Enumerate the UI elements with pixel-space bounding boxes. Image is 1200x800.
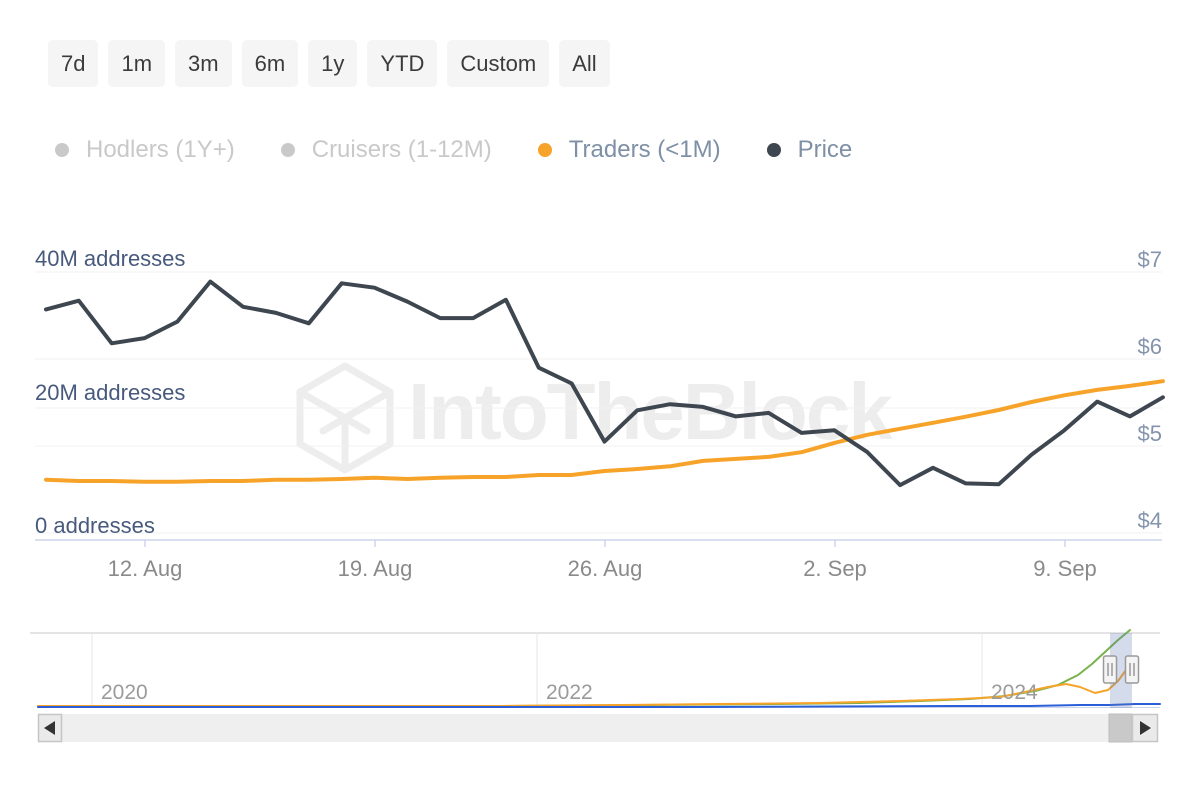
legend-item-price[interactable]: Price	[766, 136, 853, 164]
x-axis-label-26aug: 26. Aug	[567, 556, 643, 581]
legend-item-cruisers[interactable]: Cruisers (1-12M)	[280, 136, 492, 164]
y-axis-label-20m: 20M addresses	[35, 380, 186, 405]
scrollbar-track[interactable]	[38, 714, 1132, 742]
legend-dot	[537, 143, 552, 157]
x-axis-label-2sep: 2. Sep	[803, 556, 867, 581]
nav-line-price	[37, 703, 1161, 708]
price-axis-label-5: $5	[1137, 421, 1162, 446]
range-button-1m[interactable]: 1m	[108, 40, 166, 87]
nav-line-traders	[37, 660, 1133, 707]
range-selector: 7d 1m 3m 6m 1y YTD Custom All	[48, 40, 610, 87]
range-button-7d[interactable]: 7d	[48, 40, 99, 87]
x-axis-label-19aug: 19. Aug	[337, 556, 413, 581]
price-axis-label-7: $7	[1137, 247, 1162, 272]
range-button-all[interactable]: All	[559, 40, 610, 87]
range-button-ytd[interactable]: YTD	[367, 40, 438, 87]
legend-label: Price	[797, 136, 853, 163]
x-axis-label-9sep: 9. Sep	[1033, 556, 1097, 581]
legend-label: Cruisers (1-12M)	[311, 136, 492, 163]
legend-label: Hodlers (1Y+)	[86, 136, 235, 163]
nav-year-2022: 2022	[546, 681, 593, 704]
navigator-handle-right[interactable]	[1124, 655, 1140, 684]
right-arrow-icon	[1140, 721, 1151, 735]
y-axis-label-40m: 40M addresses	[35, 246, 186, 271]
navigator-handle-left[interactable]	[1102, 655, 1118, 684]
horizontal-scrollbar[interactable]	[37, 713, 1159, 743]
legend-dot	[280, 143, 295, 157]
range-button-custom[interactable]: Custom	[447, 40, 550, 87]
price-line	[44, 279, 1165, 488]
nav-year-2020: 2020	[101, 681, 148, 704]
legend-label: Traders (<1M)	[568, 136, 721, 163]
gridlines	[35, 271, 1162, 534]
range-button-6m[interactable]: 6m	[241, 40, 299, 87]
intotheblock-logo-icon	[296, 362, 394, 474]
watermark: IntoTheBlock	[408, 367, 893, 456]
legend: Hodlers (1Y+) Cruisers (1-12M) Traders (…	[55, 136, 852, 164]
price-axis-label-6: $6	[1137, 334, 1162, 359]
left-arrow-icon	[44, 721, 55, 735]
navigator-selected-range[interactable]	[1110, 633, 1132, 708]
price-axis-label-4: $4	[1137, 508, 1162, 533]
legend-item-hodlers[interactable]: Hodlers (1Y+)	[55, 136, 235, 164]
y-axis-label-0: 0 addresses	[35, 513, 155, 538]
x-axis-label-12aug: 12. Aug	[107, 556, 183, 581]
scrollbar-thumb[interactable]	[1108, 713, 1133, 743]
legend-dot	[55, 143, 69, 157]
range-button-3m[interactable]: 3m	[175, 40, 232, 87]
legend-item-traders[interactable]: Traders (<1M)	[537, 136, 721, 164]
x-axis	[35, 539, 1162, 547]
navigator	[30, 629, 1161, 708]
scroll-left-button[interactable]	[37, 713, 63, 743]
scroll-right-button[interactable]	[1131, 713, 1159, 743]
nav-year-2024: 2024	[991, 681, 1038, 704]
range-button-1y[interactable]: 1y	[308, 40, 358, 87]
legend-dot	[766, 143, 781, 157]
traders-line	[44, 379, 1165, 484]
